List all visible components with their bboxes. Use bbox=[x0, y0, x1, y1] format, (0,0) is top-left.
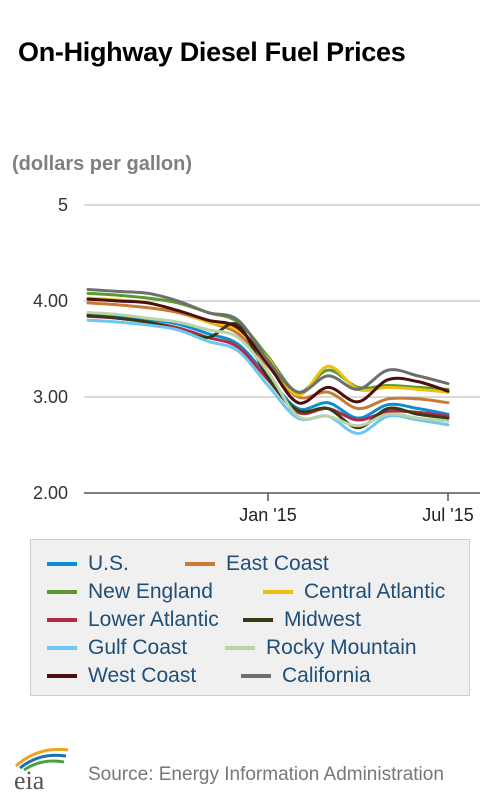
eia-logo-icon: eia bbox=[14, 747, 69, 792]
legend-item: Gulf Coast bbox=[47, 634, 187, 662]
series-line-midwest bbox=[86, 313, 450, 430]
page-title: On-Highway Diesel Fuel Prices bbox=[18, 37, 406, 67]
legend-swatch bbox=[47, 618, 77, 622]
tick-labels: 2.00 3.00 4.00 5 Jan '15 Jul '15 bbox=[33, 195, 474, 525]
legend-swatch bbox=[47, 674, 77, 678]
legend-swatch bbox=[47, 562, 77, 566]
legend-swatch bbox=[243, 618, 273, 622]
series-line-california bbox=[86, 287, 450, 394]
legend-label: California bbox=[282, 664, 371, 687]
legend-item: West Coast bbox=[47, 662, 196, 690]
legend-swatch bbox=[225, 646, 255, 650]
legend-label: New England bbox=[88, 580, 213, 603]
legend-swatch bbox=[241, 674, 271, 678]
series-lines bbox=[86, 287, 450, 435]
legend-label: East Coast bbox=[226, 552, 329, 575]
legend-label: U.S. bbox=[88, 552, 129, 575]
legend-item: New England bbox=[47, 578, 213, 606]
legend-item: Rocky Mountain bbox=[225, 634, 417, 662]
legend-swatch bbox=[263, 590, 293, 594]
x-tick-label: Jan '15 bbox=[239, 505, 296, 525]
legend-swatch bbox=[47, 646, 77, 650]
legend-label: Rocky Mountain bbox=[266, 636, 417, 659]
legend-item: Central Atlantic bbox=[263, 578, 445, 606]
series-line-rocky-mountain bbox=[86, 311, 450, 428]
line-chart: 2.00 3.00 4.00 5 Jan '15 Jul '15 bbox=[33, 195, 480, 525]
x-axis bbox=[84, 492, 480, 501]
legend-label: Lower Atlantic bbox=[88, 608, 219, 631]
x-tick-label: Jul '15 bbox=[422, 505, 473, 525]
y-tick-label: 3.00 bbox=[33, 387, 68, 407]
series-line-west-coast bbox=[86, 297, 450, 405]
series-line-gulf-coast bbox=[86, 318, 450, 435]
y-tick-label: 4.00 bbox=[33, 291, 68, 311]
legend-label: Gulf Coast bbox=[88, 636, 188, 659]
legend-label: Central Atlantic bbox=[304, 580, 446, 603]
logo-text: eia bbox=[14, 766, 45, 792]
legend-label: Midwest bbox=[284, 608, 362, 631]
y-axis-unit-label: (dollars per gallon) bbox=[12, 153, 193, 175]
source-note: Source: Energy Information Administratio… bbox=[88, 764, 444, 785]
y-tick-label: 2.00 bbox=[33, 483, 68, 503]
legend: U.S. East Coast New England Central Atlanti… bbox=[30, 539, 470, 696]
legend-item: California bbox=[241, 662, 371, 690]
legend-label: West Coast bbox=[88, 664, 197, 687]
legend-item: Lower Atlantic bbox=[47, 606, 219, 634]
legend-item: Midwest bbox=[243, 606, 361, 634]
legend-swatch bbox=[47, 590, 77, 594]
legend-swatch bbox=[185, 562, 215, 566]
legend-item: U.S. bbox=[47, 550, 129, 578]
legend-item: East Coast bbox=[185, 550, 329, 578]
y-tick-label: 5 bbox=[58, 195, 68, 215]
